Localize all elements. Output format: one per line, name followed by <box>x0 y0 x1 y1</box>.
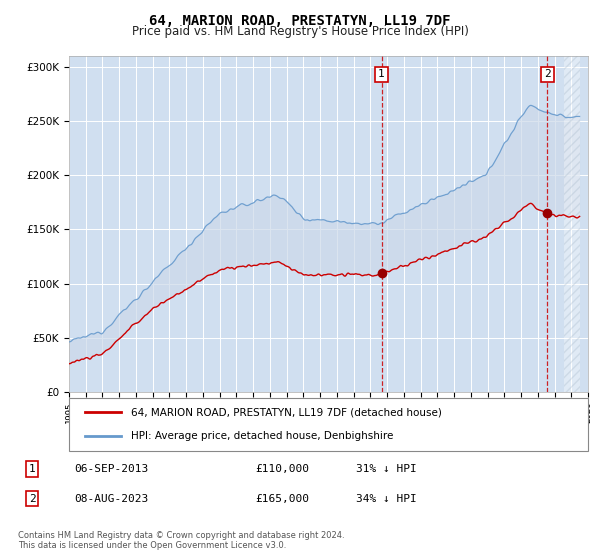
Text: 64, MARION ROAD, PRESTATYN, LL19 7DF: 64, MARION ROAD, PRESTATYN, LL19 7DF <box>149 14 451 28</box>
Text: 1: 1 <box>29 464 35 474</box>
Text: 64, MARION ROAD, PRESTATYN, LL19 7DF (detached house): 64, MARION ROAD, PRESTATYN, LL19 7DF (de… <box>131 408 442 418</box>
Text: HPI: Average price, detached house, Denbighshire: HPI: Average price, detached house, Denb… <box>131 431 394 441</box>
Text: 31% ↓ HPI: 31% ↓ HPI <box>356 464 417 474</box>
Text: £110,000: £110,000 <box>255 464 309 474</box>
Text: 06-SEP-2013: 06-SEP-2013 <box>74 464 149 474</box>
Text: £165,000: £165,000 <box>255 493 309 503</box>
Text: 34% ↓ HPI: 34% ↓ HPI <box>356 493 417 503</box>
Text: 1: 1 <box>378 69 385 80</box>
Text: Price paid vs. HM Land Registry's House Price Index (HPI): Price paid vs. HM Land Registry's House … <box>131 25 469 38</box>
Text: 08-AUG-2023: 08-AUG-2023 <box>74 493 149 503</box>
Text: 2: 2 <box>544 69 551 80</box>
Text: Contains HM Land Registry data © Crown copyright and database right 2024.
This d: Contains HM Land Registry data © Crown c… <box>18 531 344 550</box>
Text: 2: 2 <box>29 493 35 503</box>
